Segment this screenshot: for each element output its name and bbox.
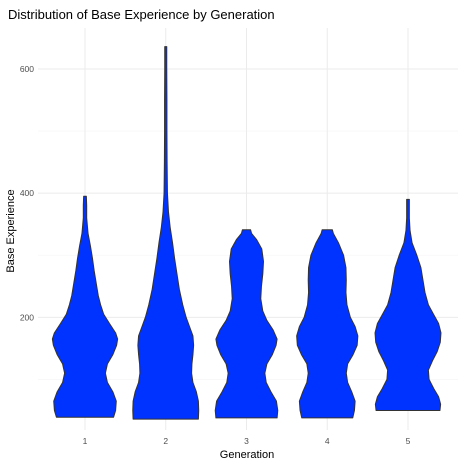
violins xyxy=(51,46,442,420)
x-tick-label: 5 xyxy=(406,436,411,446)
violin-generation-5 xyxy=(374,198,442,411)
y-tick-label: 600 xyxy=(20,64,34,74)
y-axis-title: Base Experience xyxy=(5,189,17,272)
x-tick-label: 3 xyxy=(244,436,249,446)
y-tick-label: 400 xyxy=(20,188,34,198)
chart-title: Distribution of Base Experience by Gener… xyxy=(8,7,275,22)
x-tick-label: 2 xyxy=(163,436,168,446)
x-tick-label: 1 xyxy=(83,436,88,446)
violin-generation-3 xyxy=(214,229,279,419)
violin-generation-2 xyxy=(132,46,200,420)
x-axis-title: Generation xyxy=(220,449,274,461)
violin-generation-4 xyxy=(296,229,359,419)
y-tick-label: 200 xyxy=(20,312,34,322)
violin-generation-1 xyxy=(51,195,119,418)
tick-labels: 200 400 600 1 2 3 4 5 xyxy=(20,64,411,446)
x-tick-label: 4 xyxy=(325,436,330,446)
